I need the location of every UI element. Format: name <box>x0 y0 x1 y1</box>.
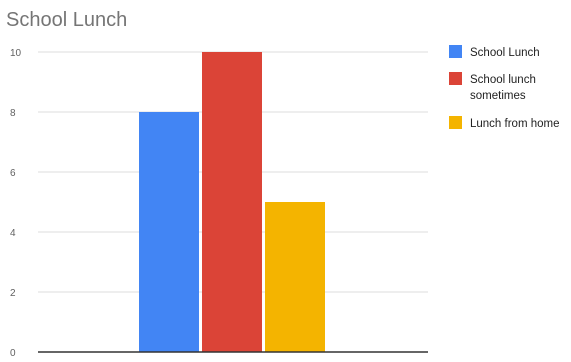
y-tick-label: 10 <box>10 48 22 59</box>
y-tick-label: 0 <box>10 348 16 359</box>
y-tick-label: 8 <box>10 108 16 119</box>
legend-swatch <box>449 45 462 58</box>
y-tick-label: 6 <box>10 168 16 179</box>
bars <box>139 52 325 352</box>
legend: School Lunch School lunch sometimes Lunch f… <box>449 45 560 130</box>
legend-label: School Lunch <box>470 47 540 59</box>
legend-swatch <box>449 116 462 129</box>
legend-item: School lunch sometimes <box>449 72 536 102</box>
legend-label: School lunch sometimes <box>470 74 536 102</box>
legend-item: Lunch from home <box>449 116 560 130</box>
legend-item: School Lunch <box>449 45 540 59</box>
bar-school-lunch <box>139 112 199 352</box>
y-tick-label: 2 <box>10 288 16 299</box>
bar-lunch-from-home <box>265 202 325 352</box>
y-tick-label: 4 <box>10 228 16 239</box>
legend-label: Lunch from home <box>470 118 560 130</box>
chart-title: School Lunch <box>6 9 127 31</box>
legend-swatch <box>449 72 462 85</box>
bar-school-lunch-sometimes <box>202 52 262 352</box>
